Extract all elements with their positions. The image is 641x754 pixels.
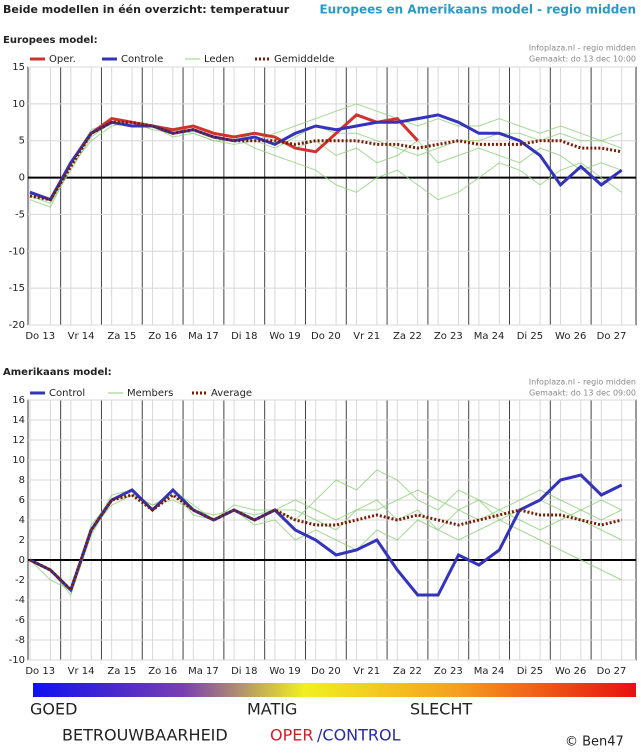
label-bad: SLECHT: [410, 700, 472, 719]
x-tick-label: Do 27: [597, 331, 627, 342]
y-tick-label: 0: [19, 555, 25, 566]
page-title: Beide modellen in één overzicht: tempera…: [3, 3, 290, 16]
x-tick-label: Ma 17: [188, 666, 219, 677]
x-tick-label: Ma 24: [474, 666, 505, 677]
y-tick-label: -4: [15, 595, 25, 606]
x-tick-label: Wo 26: [555, 331, 586, 342]
label-reliability: BETROUWBAARHEID: [62, 726, 228, 745]
legend-label: Control: [49, 388, 85, 399]
x-tick-label: Do 20: [311, 666, 341, 677]
x-tick-label: Di 25: [517, 666, 543, 677]
y-tick-label: -15: [9, 283, 25, 294]
x-tick-label: Zo 16: [148, 666, 177, 677]
chart-eu: Europees model: Infoplaza.nl - regio midd…: [3, 35, 637, 342]
x-tick-label: Zo 23: [434, 331, 463, 342]
x-tick-label: Zo 23: [434, 666, 463, 677]
legend-label: Oper.: [49, 54, 76, 65]
made: Gemaakt: do 13 dec 09:00: [529, 389, 636, 398]
y-tick-label: 10: [12, 99, 25, 110]
x-tick-label: Do 20: [311, 331, 341, 342]
x-tick-label: Wo 26: [555, 666, 586, 677]
y-tick-label: 15: [12, 62, 25, 73]
y-tick-label: 2: [19, 535, 25, 546]
series-line: [29, 120, 622, 202]
x-tick-label: Di 18: [231, 666, 257, 677]
y-tick-label: 12: [12, 435, 25, 446]
x-tick-label: Za 15: [107, 331, 136, 342]
label-good: GOED: [30, 700, 77, 719]
legend-label: Leden: [204, 54, 234, 65]
legend-label: Average: [211, 388, 252, 399]
y-tick-label: -20: [9, 320, 25, 331]
y-tick-label: 16: [12, 395, 25, 406]
label-moderate: MATIG: [247, 700, 297, 719]
x-tick-label: Zo 16: [148, 331, 177, 342]
plot-area: [27, 66, 637, 326]
x-tick-label: Di 25: [517, 331, 543, 342]
label-control: /CONTROL: [317, 726, 401, 745]
x-tick-label: Do 27: [597, 666, 627, 677]
x-tick-label: Ma 17: [188, 331, 219, 342]
copyright: © Ben47: [565, 735, 624, 750]
x-tick-label: Vr 21: [353, 666, 380, 677]
x-tick-label: Do 13: [25, 666, 55, 677]
y-tick-label: -5: [15, 209, 25, 220]
plot-area: [27, 399, 637, 661]
x-tick-label: Za 22: [393, 331, 422, 342]
x-tick-label: Za 15: [107, 666, 136, 677]
series-line: [29, 493, 623, 593]
x-tick-label: Ma 24: [474, 331, 505, 342]
legend-label: Controle: [121, 54, 163, 65]
y-tick-label: 4: [19, 515, 25, 526]
chart-title: Europees model:: [3, 35, 98, 46]
y-tick-label: 10: [12, 455, 25, 466]
y-tick-label: 0: [19, 173, 25, 184]
y-tick-label: 8: [19, 475, 25, 486]
legend-label: Gemiddelde: [274, 54, 335, 65]
x-tick-label: Za 22: [393, 666, 422, 677]
y-tick-label: 6: [19, 495, 25, 506]
x-tick-label: Vr 14: [68, 666, 95, 677]
made: Gemaakt: do 13 dec 10:00: [529, 55, 636, 64]
series-line: [29, 113, 623, 202]
x-tick-label: Di 18: [231, 331, 257, 342]
y-tick-label: -2: [15, 575, 25, 586]
x-tick-label: Wo 19: [269, 666, 300, 677]
source: Infoplaza.nl - regio midden: [529, 378, 636, 387]
reliability-bar: [33, 683, 636, 697]
chart-us: Amerikaans model: Infoplaza.nl - regio mi…: [3, 367, 637, 677]
page-subtitle: Europees en Amerikaans model - regio mid…: [319, 3, 636, 17]
y-tick-label: -10: [9, 655, 25, 666]
y-tick-label: -6: [15, 615, 25, 626]
y-tick-label: -10: [9, 246, 25, 257]
chart-title: Amerikaans model:: [3, 367, 112, 378]
x-tick-label: Do 13: [25, 331, 55, 342]
x-tick-label: Vr 14: [68, 331, 95, 342]
y-tick-label: 5: [19, 136, 25, 147]
source: Infoplaza.nl - regio midden: [529, 44, 636, 53]
y-tick-label: -8: [15, 635, 25, 646]
series-line: [29, 473, 623, 597]
label-oper: OPER: [270, 726, 313, 745]
y-tick-label: 14: [12, 415, 25, 426]
x-tick-label: Vr 21: [353, 331, 380, 342]
legend-label: Members: [127, 388, 173, 399]
x-tick-label: Wo 19: [269, 331, 300, 342]
